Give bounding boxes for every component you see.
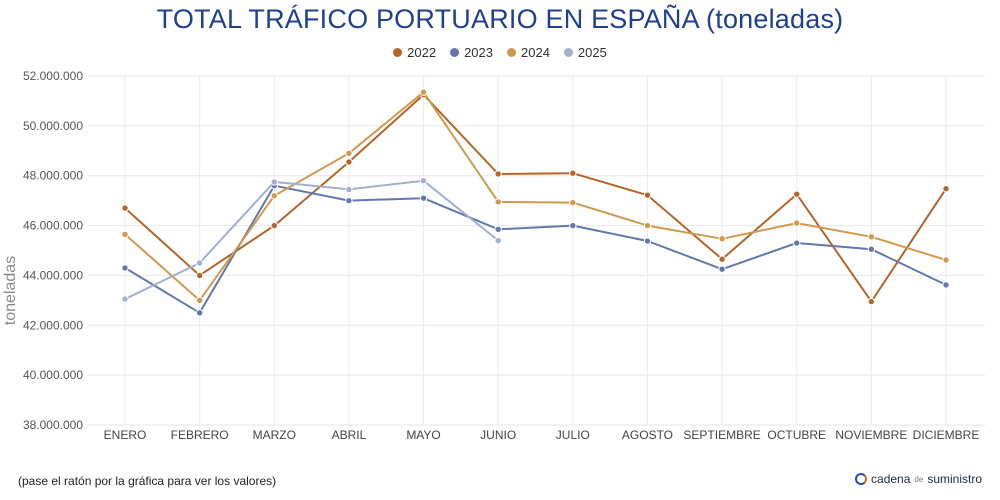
y-tick-label: 44.000.000	[23, 268, 83, 282]
legend-marker	[563, 48, 573, 57]
brand-logo: cadena de suministro	[855, 472, 982, 486]
data-point-2022	[942, 184, 950, 193]
y-tick-label: 38.000.000	[23, 418, 83, 432]
data-point-2023	[494, 225, 502, 234]
x-tick-label: ENERO	[104, 428, 147, 442]
series-line-2024	[124, 91, 947, 302]
data-point-2023	[569, 221, 577, 230]
y-axis-label: toneladas	[2, 256, 19, 325]
x-tick-label: OCTUBRE	[767, 428, 826, 442]
x-tick-label: NOVIEMBRE	[835, 428, 907, 442]
legend-marker	[393, 48, 403, 57]
series-2022	[121, 90, 950, 306]
legend-item-2023[interactable]: 2023	[450, 45, 493, 60]
data-point-2023	[419, 194, 428, 202]
data-point-2025	[270, 178, 278, 186]
series-line-2022	[124, 93, 947, 303]
data-point-2024	[494, 198, 502, 206]
data-point-2024	[419, 88, 428, 96]
data-point-2023	[867, 245, 876, 253]
data-point-2023	[121, 264, 129, 272]
data-point-2022	[643, 191, 652, 199]
data-point-2025	[494, 236, 502, 245]
data-point-2024	[195, 296, 204, 305]
data-point-2024	[867, 233, 876, 241]
data-point-2022	[195, 271, 204, 280]
series-2025	[121, 177, 502, 303]
data-point-2023	[195, 309, 204, 317]
brand-name-end: suministro	[927, 472, 982, 486]
x-tick-label: ABRIL	[332, 428, 367, 442]
data-point-2025	[195, 259, 204, 267]
x-tick-label: DICIEMBRE	[913, 428, 980, 442]
data-point-2024	[718, 235, 726, 243]
legend-label: 2025	[577, 45, 607, 60]
legend-marker	[507, 48, 516, 57]
data-point-2022	[345, 158, 353, 166]
series-2023	[121, 181, 950, 317]
data-point-2024	[643, 221, 652, 230]
data-point-2023	[793, 239, 801, 247]
x-tick-label: SEPTIEMBRE	[683, 428, 760, 442]
y-tick-label: 50.000.000	[23, 119, 83, 133]
x-tick-label: JUNIO	[480, 428, 516, 442]
data-point-2025	[121, 295, 129, 303]
x-tick-label: JULIO	[556, 428, 590, 442]
brand-icon	[855, 473, 868, 485]
legend-label: 2022	[407, 45, 437, 60]
data-point-2024	[569, 198, 577, 207]
data-point-2023	[345, 196, 353, 205]
y-tick-label: 42.000.000	[23, 318, 83, 332]
data-point-2023	[718, 265, 726, 273]
data-point-2024	[345, 149, 353, 157]
data-point-2022	[718, 255, 726, 263]
brand-name-small: de	[914, 474, 924, 484]
series-line-2023	[124, 184, 947, 314]
x-tick-label: MARZO	[253, 428, 296, 442]
data-point-2022	[793, 190, 801, 198]
x-tick-label: FEBRERO	[171, 428, 229, 442]
data-point-2022	[867, 297, 876, 306]
data-point-2024	[793, 219, 801, 227]
chart-title: TOTAL TRÁFICO PORTUARIO EN ESPAÑA (tonel…	[156, 4, 844, 34]
data-point-2022	[270, 221, 278, 230]
legend-label: 2024	[521, 45, 550, 60]
data-point-2024	[270, 191, 278, 200]
data-point-2025	[345, 185, 353, 194]
data-point-2022	[494, 170, 502, 178]
x-tick-label: AGOSTO	[622, 428, 673, 442]
legend-item-2025[interactable]: 2025	[563, 45, 607, 60]
legend-marker	[450, 48, 460, 57]
data-point-2023	[643, 237, 652, 245]
hover-hint: (pase el ratón por la gráfica para ver l…	[18, 474, 277, 488]
y-tick-label: 52.000.000	[23, 69, 83, 83]
data-point-2022	[569, 169, 577, 177]
legend-label: 2023	[464, 45, 493, 60]
x-tick-label: MAYO	[406, 428, 440, 442]
series-2024	[121, 88, 950, 305]
y-tick-label: 40.000.000	[23, 368, 83, 382]
chart-legend: 2022 2023 2024 2025	[0, 45, 1000, 60]
data-point-2023	[942, 281, 950, 289]
data-point-2025	[419, 177, 428, 185]
y-tick-label: 48.000.000	[23, 169, 83, 183]
data-point-2022	[121, 204, 129, 212]
legend-item-2024[interactable]: 2024	[507, 45, 550, 60]
series-line-2025	[124, 179, 499, 301]
data-point-2024	[942, 256, 950, 264]
brand-name-main: cadena	[871, 472, 911, 486]
data-point-2024	[121, 230, 129, 238]
y-tick-label: 46.000.000	[23, 219, 83, 233]
legend-item-2022[interactable]: 2022	[393, 45, 436, 60]
